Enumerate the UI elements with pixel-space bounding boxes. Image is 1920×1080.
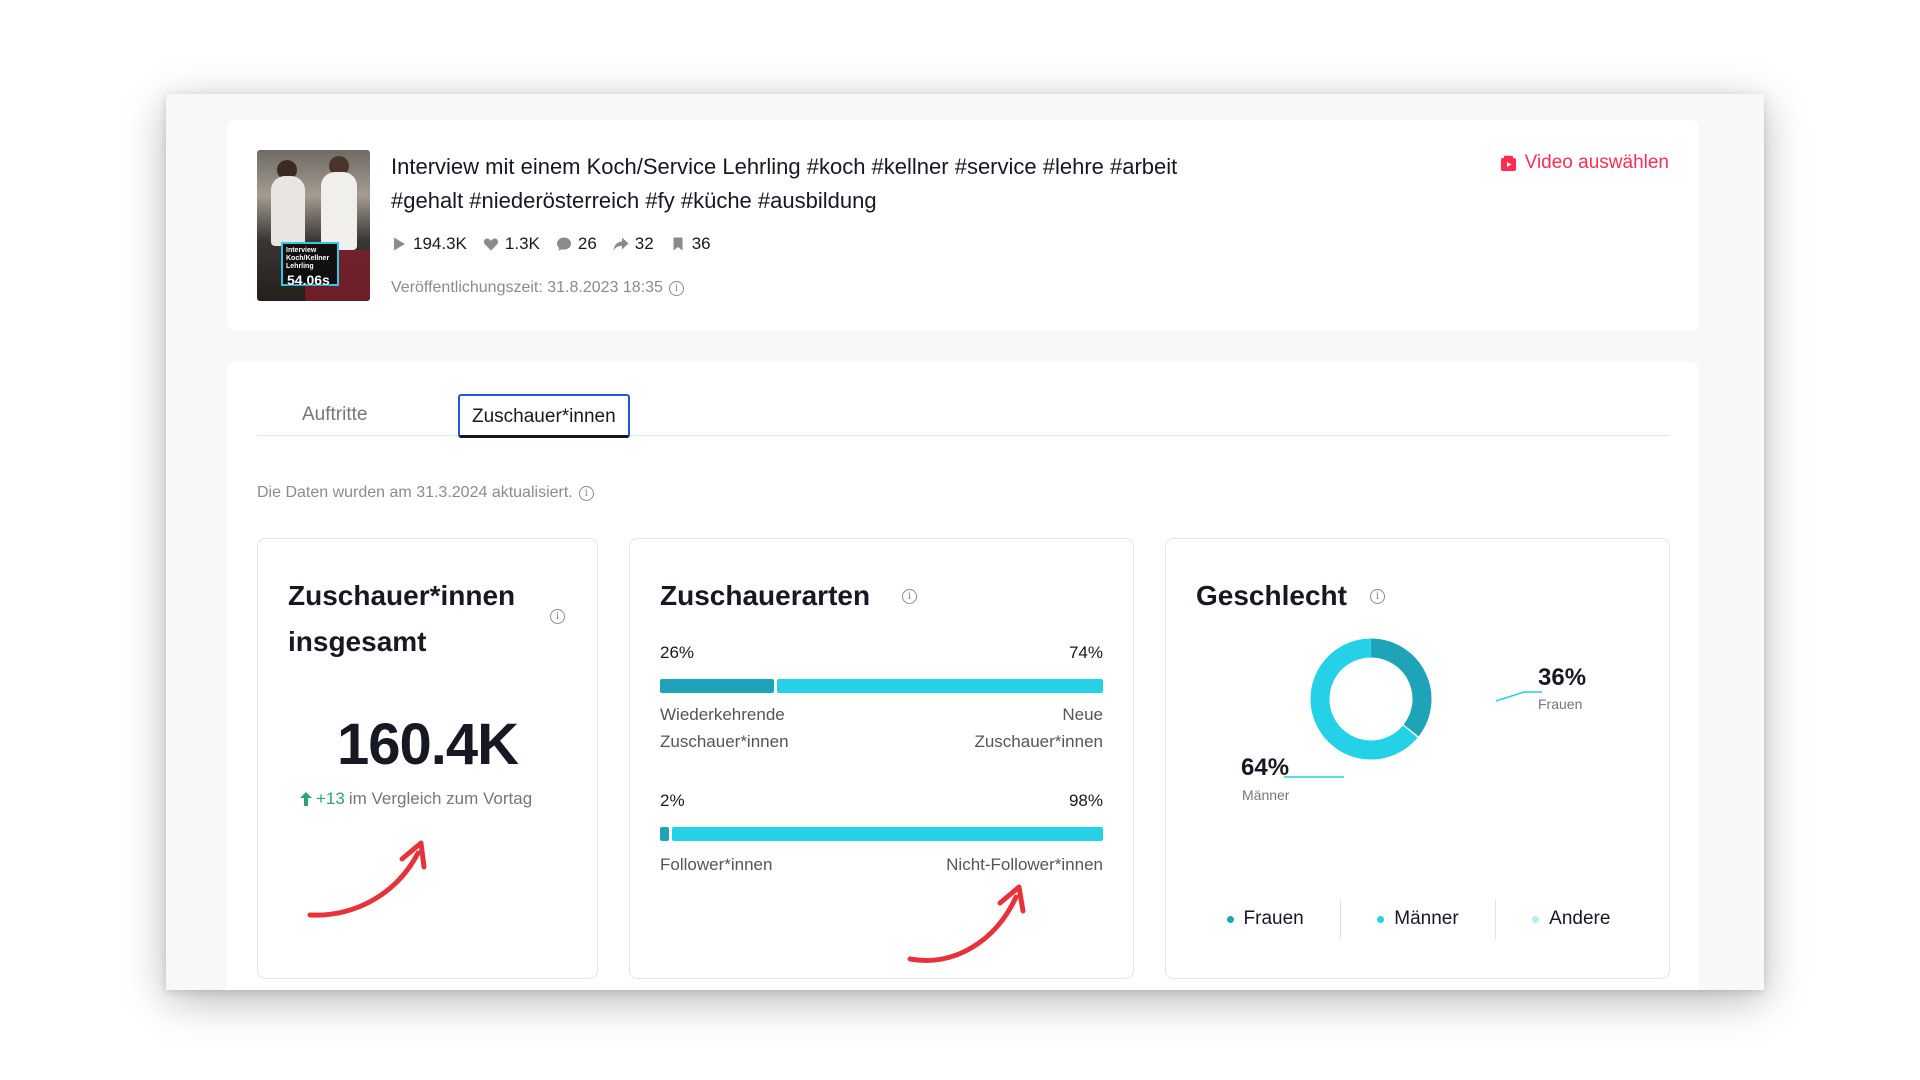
video-card: Interview Koch/Kellner Lehrling 54.06s I… [227,120,1699,331]
gender-legend: Frauen Männer Andere [1166,899,1671,939]
legend-label: Frauen [1243,908,1304,929]
annotation-arrow [307,840,427,918]
followers-label: Follower*innen [660,855,773,874]
data-updated-text: Die Daten wurden am 31.3.2024 aktualisie… [257,484,573,501]
follower-bar [660,827,1103,841]
analytics-panel: Auftritte Zuschauer*innen Die Daten wurd… [227,362,1699,990]
returning-new-labels: Wiederkehrende Zuschauer*innen Neue Zusc… [660,701,1103,755]
followers-bar-segment [660,827,669,841]
publish-time: Veröffentlichungszeit: 31.8.2023 18:35 i [391,279,684,297]
heart-icon [483,238,498,251]
delta-value: +13 [316,789,345,808]
legend-dot [1226,915,1234,923]
video-stats: 194.3K 1.3K 26 32 36 [391,234,711,254]
views-count: 194.3K [413,234,467,253]
select-video-button[interactable]: Video auswählen [1500,152,1669,174]
info-icon[interactable]: i [1370,589,1385,604]
female-leader-line [1495,691,1542,702]
total-viewers-title: Zuschauer*innen insgesamt [288,580,516,657]
total-viewers-card: Zuschauer*innen insgesamt i 160.4K +13 i… [257,538,598,979]
bookmark-icon [673,237,683,251]
legend-dot [1532,915,1540,923]
thumbnail-duration: 54.06s [287,272,330,288]
shares-stat: 32 [613,234,654,254]
legend-divider [1494,899,1497,939]
select-video-label: Video auswählen [1524,152,1669,173]
thumbnail-caption: Interview Koch/Kellner Lehrling [281,242,339,286]
tab-bar: Auftritte Zuschauer*innen [257,394,1669,438]
male-donut-segment [1310,638,1418,760]
video-title: Interview mit einem Koch/Service Lehrlin… [391,154,1178,213]
share-icon [613,237,629,251]
female-pct-label: 36% [1538,664,1586,691]
returning-bar-segment [660,679,775,693]
returning-new-percentages: 26% 74% [660,643,1103,663]
new-pct: 74% [1068,643,1103,662]
non-followers-bar-segment [671,827,1103,841]
comment-icon [556,237,571,251]
tab-auftritte[interactable]: Auftritte [302,404,368,425]
returning-pct: 26% [660,643,695,662]
publish-time-text: Veröffentlichungszeit: 31.8.2023 18:35 [391,279,663,296]
comments-stat: 26 [556,234,597,254]
comments-count: 26 [577,234,597,253]
new-label: Neue Zuschauer*innen [974,705,1103,751]
legend-label: Andere [1549,908,1611,929]
female-donut-segment [1370,638,1432,737]
follower-labels: Follower*innen Nicht-Follower*innen [660,851,1103,878]
non-followers-pct: 98% [1068,791,1103,810]
female-label: Frauen [1538,696,1582,712]
tab-zuschauer[interactable]: Zuschauer*innen [458,394,630,438]
legend-item-andere[interactable]: Andere [1496,908,1646,930]
legend-label: Männer [1394,908,1459,929]
views-stat: 194.3K [391,234,467,254]
new-bar-segment [777,679,1103,693]
viewer-types-title: Zuschauerarten [660,580,871,611]
legend-dot [1377,915,1385,923]
info-icon[interactable]: i [902,589,917,604]
info-icon[interactable]: i [668,280,684,296]
saves-stat: 36 [670,234,711,254]
total-viewers-value: 160.4K [336,712,519,777]
likes-count: 1.3K [504,234,540,253]
play-icon [394,237,405,251]
follower-percentages: 2% 98% [660,791,1103,811]
non-followers-label: Nicht-Follower*innen [946,855,1103,874]
gender-card: Geschlecht i 36% Frauen 64% Männer Fraue… [1165,538,1670,979]
returning-new-bar [660,679,1103,693]
shares-count: 32 [634,234,654,253]
annotation-arrow [907,884,1026,963]
likes-stat: 1.3K [483,234,540,254]
gender-title: Geschlecht [1196,580,1347,611]
legend-item-maenner[interactable]: Männer [1341,908,1494,930]
male-label: Männer [1242,787,1290,803]
legend-divider [1339,899,1342,939]
viewer-types-card: Zuschauerarten i 26% 74% Wiederkehrende … [629,538,1134,979]
saves-count: 36 [691,234,711,253]
male-pct-label: 64% [1241,754,1289,781]
returning-label: Wiederkehrende Zuschauer*innen [660,705,789,751]
total-viewers-delta: +13 im Vergleich zum Vortag [300,789,532,809]
followers-pct: 2% [660,791,685,810]
info-icon[interactable]: i [550,609,565,624]
video-thumbnail[interactable]: Interview Koch/Kellner Lehrling 54.06s [257,150,370,301]
arrow-up-icon [300,792,312,806]
screenshot-frame: Interview Koch/Kellner Lehrling 54.06s I… [166,94,1764,990]
data-updated-note: Die Daten wurden am 31.3.2024 aktualisie… [257,484,594,502]
legend-item-frauen[interactable]: Frauen [1191,908,1340,930]
info-icon[interactable]: i [578,485,594,501]
gender-donut-chart: 36% Frauen 64% Männer [1241,638,1586,803]
video-select-icon [1500,155,1516,171]
delta-text: im Vergleich zum Vortag [348,789,533,808]
